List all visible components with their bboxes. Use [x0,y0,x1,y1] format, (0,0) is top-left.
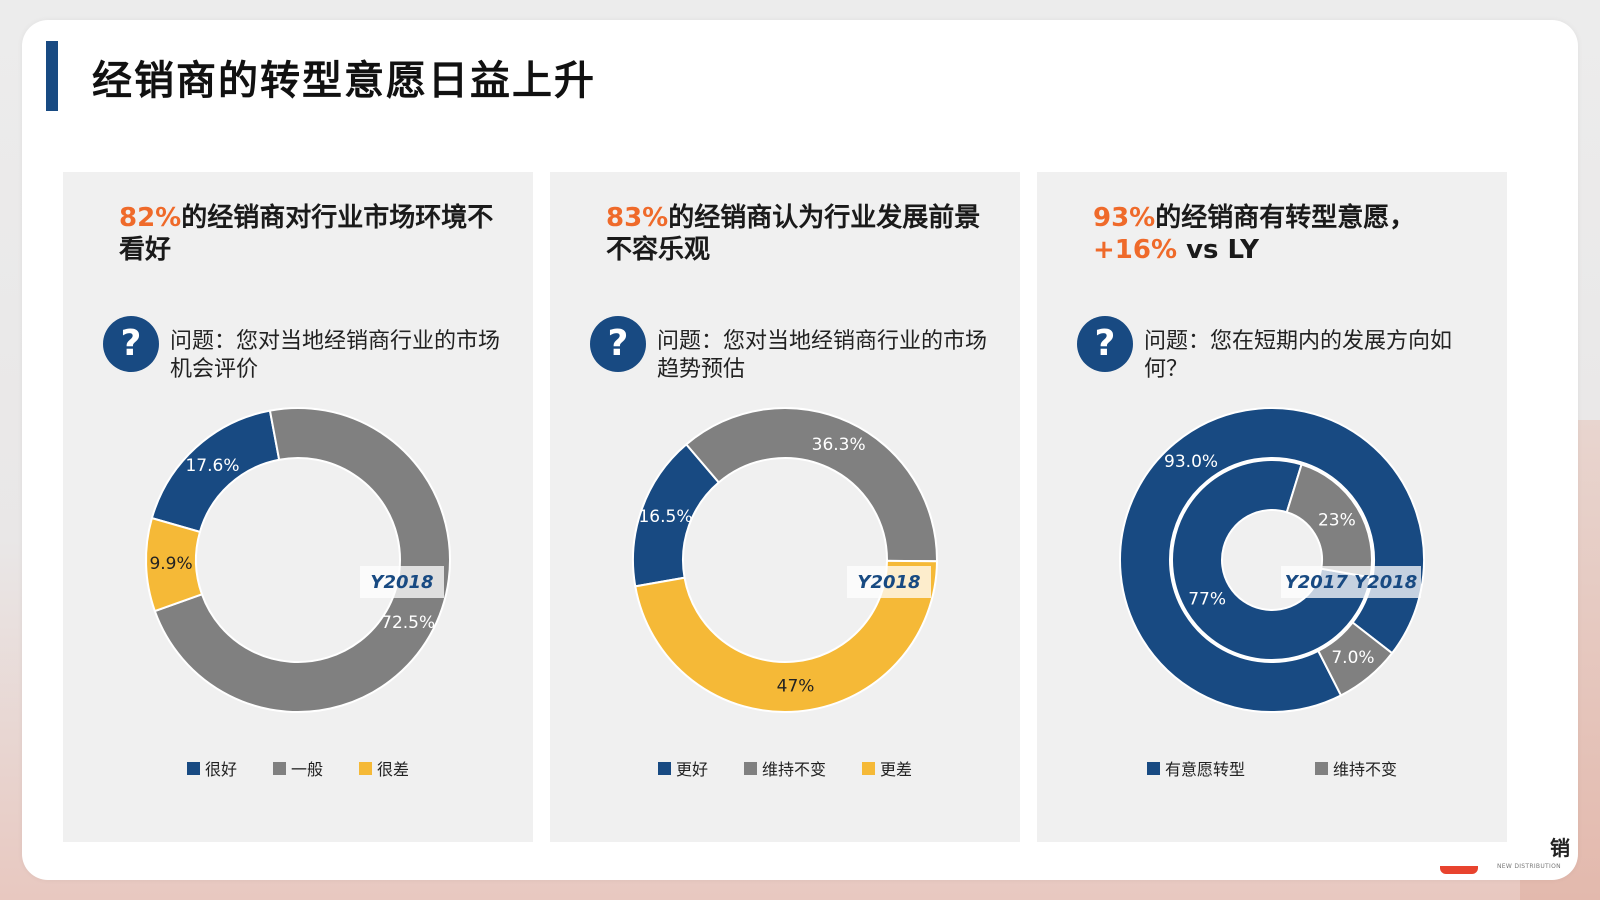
year-label-background [360,566,444,598]
legend-item: 维持不变 [743,756,826,780]
donut-slice-y2017-0 [1171,459,1372,661]
nested-donut-chart-transformation: 93.0% 7.0% 77% 23% Y2017 Y2018 [1119,407,1425,713]
question-text: 问题：您对当地经销商行业的市场趋势预估 [657,329,988,382]
donut-slice-y2018-1 [1316,621,1394,697]
slice-label: 17.6% [185,456,239,476]
slice-label: 16.5% [638,507,692,527]
slice-label: 7.0% [1331,648,1374,668]
headline-text: 的经销商对行业市场环境不看好 [119,203,494,265]
legend-swatch [862,761,875,775]
legend-swatch [1315,761,1328,775]
headline-highlight: 83% [606,203,669,233]
legend-label: 有意愿转型 [1164,760,1245,779]
title-accent-bar [46,41,58,111]
panel-market-opportunity: 82%的经销商对行业市场环境不看好 ? 问题：您对当地经销商行业的市场机会评价 … [63,172,533,842]
legend-swatch [272,761,286,775]
slice-label: 23% [1318,510,1356,530]
legend-item: 很差 [359,756,409,780]
brand-subtext: NEW DISTRIBUTION [1497,863,1561,870]
headline-text: 的经销商认为行业发展前景不容乐观 [606,203,981,265]
chart-legend: 更好 维持不变 更差 [550,756,1020,780]
slice-label: 77% [1188,590,1226,610]
question-icon: ? [103,316,159,372]
headline-highlight: 82% [119,203,182,233]
question-icon: ? [1077,316,1133,372]
question-text: 问题：您在短期内的发展方向如何？ [1144,329,1453,382]
donut-slice-y2018-0 [1119,407,1425,713]
brand-logo-mark [1440,866,1478,874]
year-label: Y2018 [370,572,433,593]
headline-text-secondary: vs LY [1177,235,1259,265]
slide-card: 经销商的转型意愿日益上升 82%的经销商对行业市场环境不看好 ? 问题：您对当地… [22,20,1578,880]
slice-label: 36.3% [812,435,866,455]
legend-label: 很好 [204,760,237,779]
panel-headline: 82%的经销商对行业市场环境不看好 [119,202,499,266]
panel-market-trend: 83%的经销商认为行业发展前景不容乐观 ? 问题：您对当地经销商行业的市场趋势预… [550,172,1020,842]
panel-headline: 83%的经销商认为行业发展前景不容乐观 [606,202,986,266]
chart-legend: 有意愿转型 维持不变 [1037,756,1507,780]
legend-swatch [359,761,372,775]
panel-transformation-intent: 93%的经销商有转型意愿， +16% vs LY ? 问题：您在短期内的发展方向… [1037,172,1507,842]
donut-chart-market-opportunity: 17.6% 72.5% 9.9% Y2018 [145,407,451,713]
panel-headline: 93%的经销商有转型意愿， +16% vs LY [1093,202,1473,266]
legend-swatch [743,761,757,775]
question-icon: ? [590,316,646,372]
headline-highlight-secondary: +16% [1093,235,1178,265]
chart-legend: 很好 一般 很差 [63,756,533,780]
question-text: 问题：您对当地经销商行业的市场机会评价 [170,329,501,382]
legend-label: 维持不变 [761,760,826,779]
donut-slice-market-1 [153,407,451,713]
donut-chart-market-trend: 16.5% 36.3% 47% Y2018 [632,407,939,713]
legend-label: 更差 [880,760,913,779]
legend-label: 更好 [675,760,708,779]
legend-item: 维持不变 [1315,756,1397,780]
legend-swatch [1146,761,1160,775]
year-label-background [1281,566,1421,598]
legend-label: 维持不变 [1333,760,1398,779]
brand-logo-text: 销 [1550,836,1570,860]
year-label-background [847,566,931,598]
legend-label: 很差 [377,760,410,779]
donut-slice-market-2 [145,516,204,613]
donut-slice-trend-2 [634,559,939,713]
legend-item: 更差 [862,756,912,780]
headline-highlight: 93% [1093,203,1156,233]
page-title: 经销商的转型意愿日益上升 [92,58,596,104]
legend-item: 有意愿转型 [1146,756,1245,780]
legend-item: 很好 [186,756,237,780]
year-label: Y2017 Y2018 [1285,572,1418,593]
year-label: Y2018 [857,572,920,593]
donut-slice-trend-1 [684,407,938,563]
legend-swatch [657,761,671,775]
legend-label: 一般 [290,760,323,779]
legend-swatch [186,761,200,775]
slice-label: 9.9% [149,554,192,574]
slice-label: 72.5% [381,613,435,633]
slice-label: 93.0% [1164,452,1218,472]
headline-text: 的经销商有转型意愿， [1155,203,1416,233]
slice-label: 47% [777,677,815,697]
legend-item: 更好 [657,756,708,780]
legend-item: 一般 [272,756,323,780]
